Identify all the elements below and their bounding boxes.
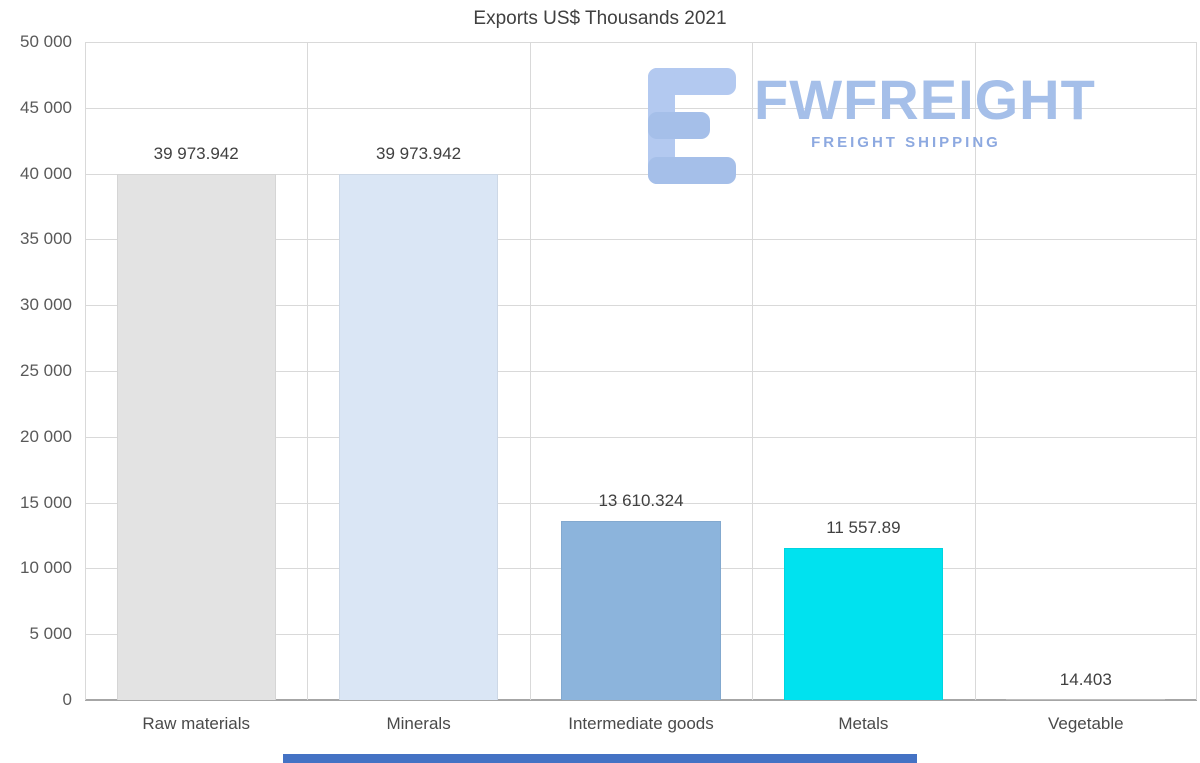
vertical-gridline bbox=[85, 42, 86, 700]
x-axis-category-label: Vegetable bbox=[1047, 714, 1124, 733]
bar bbox=[1006, 699, 1166, 700]
vertical-gridline bbox=[1196, 42, 1197, 700]
horizontal-gridline bbox=[85, 436, 1197, 438]
y-axis-tick-label: 45 000 bbox=[20, 97, 72, 117]
horizontal-gridline bbox=[85, 173, 1197, 175]
vertical-gridline bbox=[752, 42, 754, 700]
bar-value-label: 39 973.942 bbox=[153, 143, 239, 163]
horizontal-scrollbar-thumb[interactable] bbox=[283, 754, 917, 763]
y-axis-tick-label: 5 000 bbox=[29, 624, 72, 644]
y-axis-tick-label: 20 000 bbox=[20, 426, 72, 446]
plot-area: 0 5 000 10 000 15 000 20 000 25 000 30 000 35 0… bbox=[20, 32, 1197, 733]
vertical-gridline bbox=[974, 42, 976, 700]
bar-value-label: 39 973.942 bbox=[376, 143, 462, 163]
x-axis-category-label: Minerals bbox=[386, 714, 451, 733]
y-axis-tick-label: 15 000 bbox=[20, 492, 72, 512]
y-axis-tick-label: 30 000 bbox=[20, 295, 72, 315]
y-axis-tick-label: 0 bbox=[62, 690, 72, 709]
x-axis-line bbox=[85, 699, 1197, 701]
y-axis-tick-label: 10 000 bbox=[20, 558, 72, 578]
x-axis-category-label: Intermediate goods bbox=[568, 714, 714, 733]
y-axis-tick-label: 35 000 bbox=[20, 229, 72, 249]
chart-title: Exports US$ Thousands 2021 bbox=[473, 8, 727, 29]
horizontal-gridline bbox=[85, 305, 1197, 307]
horizontal-gridline bbox=[85, 502, 1197, 504]
bar bbox=[339, 173, 499, 700]
bar bbox=[116, 173, 276, 700]
vertical-gridline bbox=[307, 42, 309, 700]
bar bbox=[783, 547, 943, 700]
y-axis-tick-label: 40 000 bbox=[20, 163, 72, 183]
bar-value-label: 11 557.89 bbox=[826, 517, 901, 537]
horizontal-gridline bbox=[85, 107, 1197, 109]
y-axis-tick-label: 50 000 bbox=[20, 32, 72, 51]
y-axis-tick-label: 25 000 bbox=[20, 361, 72, 380]
horizontal-gridline bbox=[85, 239, 1197, 241]
x-axis-category-label: Metals bbox=[838, 714, 889, 733]
x-axis-category-label: Raw materials bbox=[142, 714, 251, 733]
horizontal-gridline bbox=[85, 42, 1197, 43]
horizontal-gridline bbox=[85, 371, 1197, 372]
bar-value-label: 13 610.324 bbox=[598, 490, 684, 510]
vertical-gridline bbox=[529, 42, 531, 700]
bar bbox=[561, 520, 721, 700]
bar-value-label: 14.403 bbox=[1059, 669, 1112, 689]
